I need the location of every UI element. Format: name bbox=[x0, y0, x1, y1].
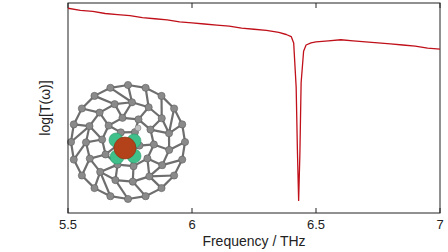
carbon-atom bbox=[102, 151, 109, 158]
carbon-atom bbox=[107, 84, 114, 91]
plot-frame bbox=[68, 3, 440, 213]
carbon-atom bbox=[142, 193, 149, 200]
x-tick-label: 7 bbox=[436, 217, 443, 232]
carbon-atom bbox=[145, 104, 152, 111]
carbon-atom bbox=[78, 172, 85, 179]
guest-molecule bbox=[109, 125, 141, 164]
carbon-atom bbox=[146, 173, 153, 180]
carbon-atom bbox=[70, 121, 77, 128]
carbon-atom bbox=[91, 92, 98, 99]
x-tick-label: 5.5 bbox=[59, 217, 77, 232]
carbon-atom bbox=[111, 101, 118, 108]
carbon-atom bbox=[171, 105, 178, 112]
carbon-atom bbox=[165, 130, 172, 137]
carbon-atom bbox=[119, 114, 126, 121]
carbon-atom bbox=[86, 155, 93, 162]
x-tick-top bbox=[68, 3, 69, 8]
chart: 5.5 6 6.5 7 Frequency / THz log[T(ω)] bbox=[0, 0, 448, 252]
x-ticks: 5.5 6 6.5 7 bbox=[59, 3, 444, 232]
x-tick-label: 6 bbox=[188, 217, 195, 232]
x-tick-top bbox=[192, 3, 193, 8]
carbon-atom bbox=[130, 163, 137, 170]
carbon-atom bbox=[150, 141, 157, 148]
molecule-illustration bbox=[67, 81, 188, 202]
carbon-atom bbox=[166, 146, 173, 153]
carbon-atom bbox=[179, 121, 186, 128]
carbon-atom bbox=[82, 139, 89, 146]
hydrogen-atom bbox=[135, 125, 141, 131]
carbon-atom bbox=[99, 136, 106, 143]
carbon-atom bbox=[97, 168, 104, 175]
carbon-atom bbox=[179, 156, 186, 163]
carbon-atom bbox=[112, 176, 119, 183]
x-tick bbox=[68, 208, 69, 213]
carbon-atom bbox=[159, 162, 166, 169]
carbon-atom bbox=[158, 115, 165, 122]
carbon-atom bbox=[124, 195, 131, 202]
x-tick bbox=[192, 208, 193, 213]
carbon-atom bbox=[147, 126, 154, 133]
carbon-atom bbox=[144, 155, 151, 162]
carbon-atom bbox=[128, 99, 135, 106]
x-tick bbox=[316, 208, 317, 213]
carbon-atom bbox=[142, 84, 149, 91]
carbon-atom bbox=[70, 156, 77, 163]
carbon-atom bbox=[158, 92, 165, 99]
carbon-atom bbox=[158, 185, 165, 192]
x-tick-top bbox=[316, 3, 317, 8]
cage-bonds bbox=[71, 85, 185, 199]
metal-atom bbox=[114, 137, 136, 159]
cage-atoms bbox=[67, 81, 188, 202]
carbon-atom bbox=[171, 172, 178, 179]
carbon-atom bbox=[129, 178, 136, 185]
carbon-atom bbox=[135, 116, 142, 123]
plot-area bbox=[68, 8, 440, 200]
y-axis-label: log[T(ω)] bbox=[37, 80, 53, 135]
x-tick bbox=[440, 208, 441, 213]
carbon-atom bbox=[86, 123, 93, 130]
x-tick-label: 6.5 bbox=[307, 217, 325, 232]
carbon-atom bbox=[107, 193, 114, 200]
carbon-atom bbox=[78, 105, 85, 112]
x-axis-label: Frequency / THz bbox=[202, 233, 305, 249]
carbon-atom bbox=[96, 109, 103, 116]
carbon-atom bbox=[91, 185, 98, 192]
carbon-atom bbox=[105, 122, 112, 129]
x-tick-top bbox=[440, 3, 441, 8]
carbon-atom bbox=[181, 138, 188, 145]
carbon-atom bbox=[124, 81, 131, 88]
spectrum-line bbox=[68, 8, 440, 200]
